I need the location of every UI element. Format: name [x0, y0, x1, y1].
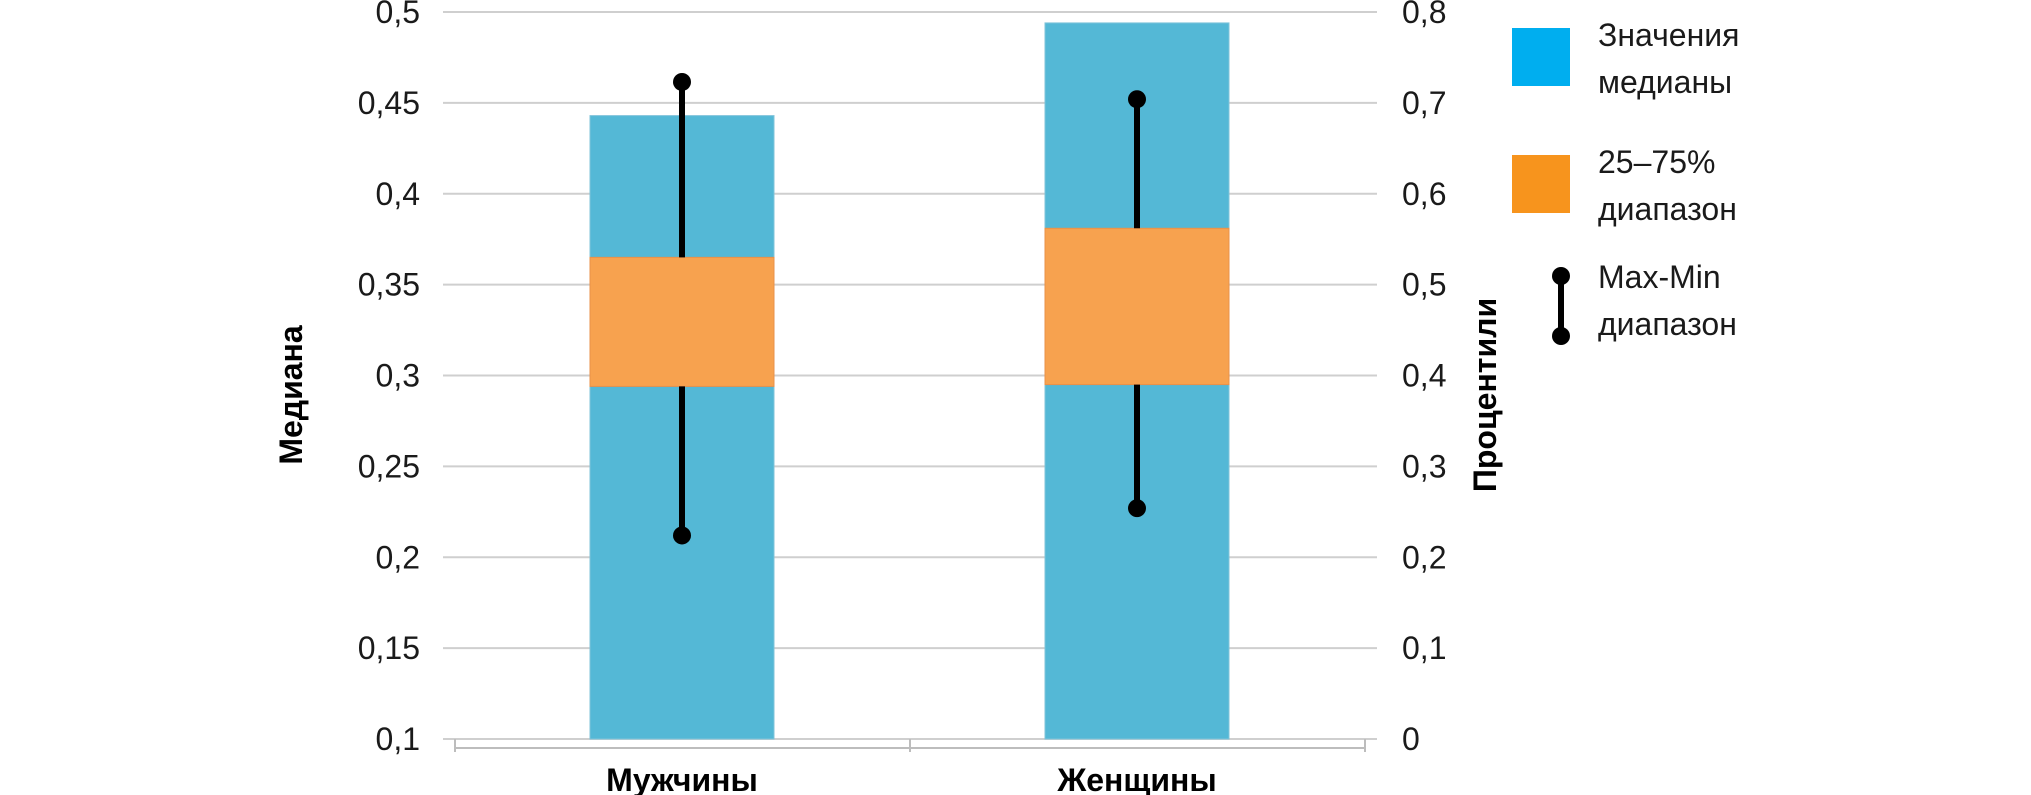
- left-axis-ticks: 0,1 0,15 0,2 0,25 0,3 0,35 0,4 0,45 0,5: [358, 0, 420, 757]
- legend-label: диапазон: [1598, 191, 1737, 227]
- left-tick-label: 0,3: [376, 358, 420, 394]
- left-tick-label: 0,35: [358, 267, 420, 303]
- right-tick-label: 0,2: [1402, 539, 1446, 575]
- right-tick-label: 0,4: [1402, 358, 1446, 394]
- right-axis-ticks: 0 0,1 0,2 0,3 0,4 0,5 0,6 0,7 0,8: [1402, 0, 1446, 757]
- left-tick-label: 0,2: [376, 539, 420, 575]
- left-tick-label: 0,5: [376, 0, 420, 30]
- left-axis-title: Медиана: [273, 325, 309, 465]
- right-tick-label: 0: [1402, 721, 1420, 757]
- legend-whisker-dot: [1552, 267, 1570, 285]
- right-axis-title: Процентили: [1467, 298, 1503, 492]
- legend-whisker-dot: [1552, 327, 1570, 345]
- legend-label: Max-Min: [1598, 259, 1721, 295]
- right-tick-label: 0,5: [1402, 267, 1446, 303]
- right-tick-label: 0,1: [1402, 630, 1446, 666]
- legend-swatch: [1512, 155, 1570, 213]
- iqr-box: [1044, 227, 1230, 386]
- iqr-box: [589, 256, 775, 387]
- category-label: Женщины: [1056, 762, 1216, 795]
- right-tick-label: 0,8: [1402, 0, 1446, 30]
- left-tick-label: 0,45: [358, 85, 420, 121]
- iqr-boxes: [589, 227, 1230, 387]
- left-tick-label: 0,4: [376, 176, 420, 212]
- right-tick-label: 0,7: [1402, 85, 1446, 121]
- whisker-max-dot: [673, 72, 691, 91]
- category-label: Мужчины: [606, 762, 758, 795]
- legend-label: диапазон: [1598, 306, 1737, 342]
- whisker-min-dot: [1128, 499, 1146, 518]
- axes: [454, 739, 1366, 752]
- left-tick-label: 0,25: [358, 448, 420, 484]
- whisker-max-dot: [1128, 90, 1146, 109]
- grid-lines: [443, 11, 1377, 740]
- right-tick-label: 0,6: [1402, 176, 1446, 212]
- left-tick-label: 0,1: [376, 721, 420, 757]
- legend: Значения медианы 25–75% диапазон Max-Min диап…: [1512, 17, 1739, 345]
- legend-swatch: [1512, 28, 1570, 86]
- left-tick-label: 0,15: [358, 630, 420, 666]
- whisker-min-dot: [673, 526, 691, 545]
- legend-label: Значения: [1598, 17, 1739, 53]
- legend-label: 25–75%: [1598, 144, 1715, 180]
- right-tick-label: 0,3: [1402, 448, 1446, 484]
- max-min-whiskers: [673, 72, 1146, 545]
- category-labels: Мужчины Женщины: [606, 762, 1217, 795]
- legend-label: медианы: [1598, 64, 1732, 100]
